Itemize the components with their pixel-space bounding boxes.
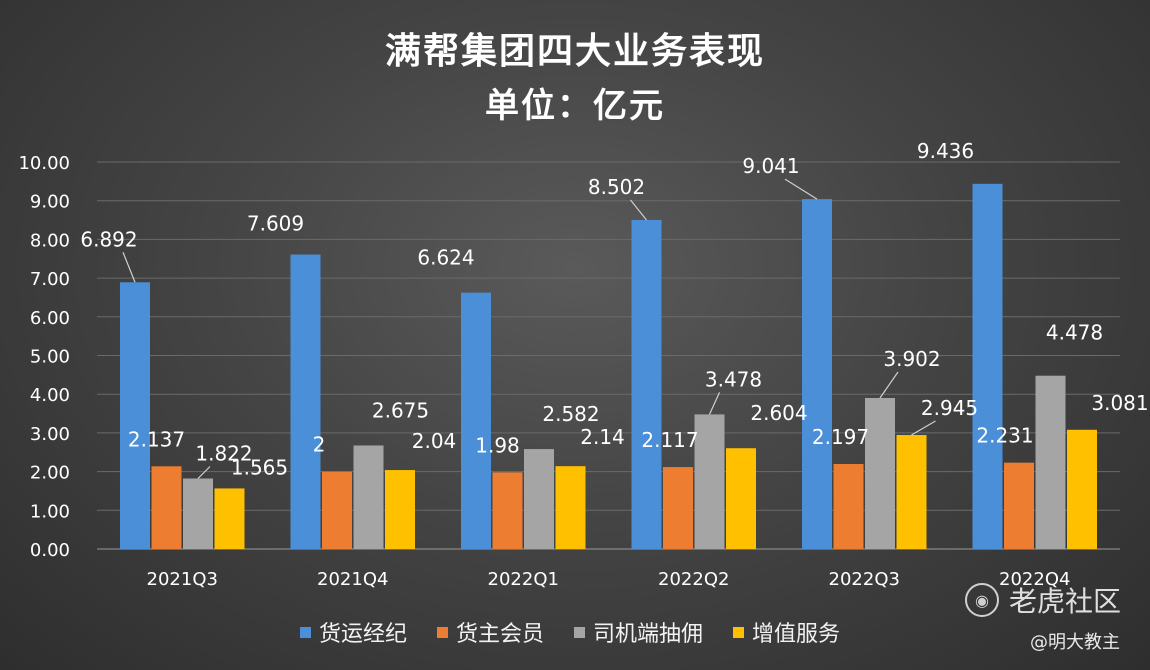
author-handle: @明大教主 <box>1030 632 1120 653</box>
data-label: 2.675 <box>372 398 429 422</box>
legend-item: 增值服务 <box>733 616 840 648</box>
bar <box>972 183 1003 550</box>
y-tick-label: 2.00 <box>30 463 70 484</box>
y-tick-label: 6.00 <box>30 308 70 329</box>
data-label: 2.14 <box>580 425 625 449</box>
legend-item: 司机端抽佣 <box>574 616 703 648</box>
legend-swatch <box>437 626 449 638</box>
data-label: 2.117 <box>641 428 698 452</box>
watermark-brand: 老虎社区 <box>1009 585 1122 618</box>
bar <box>896 435 927 549</box>
bar <box>151 466 182 549</box>
data-label: 2 <box>313 433 326 457</box>
bar <box>524 449 554 549</box>
leader-line <box>784 178 818 200</box>
x-tick-label: 2021Q3 <box>147 569 218 590</box>
legend-swatch <box>574 626 586 638</box>
legend-label: 增值服务 <box>752 622 841 647</box>
x-tick-label: 2022Q3 <box>829 569 900 590</box>
data-label: 2.582 <box>542 402 599 426</box>
data-label: 2.04 <box>412 429 457 453</box>
bar <box>802 199 832 550</box>
data-label: 8.502 <box>588 175 645 199</box>
bar <box>1067 429 1097 549</box>
data-label: 9.436 <box>917 139 974 163</box>
y-tick-label: 0.00 <box>30 540 70 561</box>
data-label: 1.565 <box>231 455 288 479</box>
data-label: 2.231 <box>976 424 1033 448</box>
x-tick-label: 2022Q1 <box>488 569 559 590</box>
y-tick-label: 1.00 <box>30 501 70 522</box>
data-label: 3.478 <box>705 367 762 391</box>
bar <box>631 219 662 549</box>
bar <box>833 463 864 549</box>
data-label: 2.137 <box>128 427 185 451</box>
data-label: 2.197 <box>812 425 869 449</box>
data-label: 3.081 <box>1091 391 1148 415</box>
legend-label: 货主会员 <box>456 622 545 647</box>
leader-line <box>122 252 136 283</box>
data-label: 9.041 <box>742 154 799 178</box>
leader-line <box>879 371 899 399</box>
legend-label: 货运经纪 <box>319 622 408 647</box>
bar <box>120 282 150 549</box>
bar <box>1035 375 1066 549</box>
bar <box>461 292 491 549</box>
leader-line <box>708 392 721 415</box>
y-tick-label: 10.00 <box>18 153 70 174</box>
bar <box>1004 462 1034 549</box>
legend-swatch <box>733 626 745 638</box>
watermark: ◉ 老虎社区 <box>965 580 1121 620</box>
x-tick-label: 2022Q4 <box>999 569 1070 590</box>
data-label: 3.902 <box>883 347 940 371</box>
bar <box>385 470 415 549</box>
legend-swatch <box>300 626 311 638</box>
x-tick-label: 2021Q4 <box>317 569 388 590</box>
data-label: 6.624 <box>417 246 474 270</box>
bar <box>214 488 245 549</box>
bar <box>726 448 756 549</box>
bar <box>694 414 725 549</box>
bar <box>353 445 384 549</box>
y-tick-label: 4.00 <box>30 385 70 406</box>
legend-item: 货主会员 <box>437 616 544 648</box>
data-label: 1.822 <box>195 441 252 465</box>
leader-line <box>197 466 211 479</box>
legend-label: 司机端抽佣 <box>593 622 704 647</box>
x-tick-label: 2022Q2 <box>658 569 729 590</box>
y-tick-label: 3.00 <box>30 424 70 445</box>
bar <box>865 397 895 549</box>
data-label: 1.98 <box>475 433 520 457</box>
data-label: 6.892 <box>80 227 137 251</box>
data-label: 7.609 <box>247 212 304 236</box>
y-tick-label: 9.00 <box>30 192 70 213</box>
leader-line <box>911 420 936 436</box>
y-tick-label: 5.00 <box>30 347 70 368</box>
data-label: 4.478 <box>1046 321 1103 345</box>
legend-item: 货运经纪 <box>300 616 407 648</box>
bar <box>290 254 321 550</box>
bar <box>183 478 213 549</box>
chart-legend: 货运经纪 货主会员 司机端抽佣 增值服务 <box>300 616 840 648</box>
chart-subtitle: 单位：亿元 <box>485 86 665 126</box>
bar <box>492 472 523 549</box>
y-tick-label: 8.00 <box>30 230 70 251</box>
data-label: 2.604 <box>750 401 807 425</box>
chart-title: 满帮集团四大业务表现 <box>384 31 765 72</box>
leader-line <box>630 199 647 221</box>
tiger-logo-icon: ◉ <box>965 583 999 617</box>
data-label: 2.945 <box>921 396 978 420</box>
y-tick-label: 7.00 <box>30 269 70 290</box>
bar <box>322 471 352 549</box>
bar <box>663 467 693 549</box>
bar <box>555 466 586 549</box>
